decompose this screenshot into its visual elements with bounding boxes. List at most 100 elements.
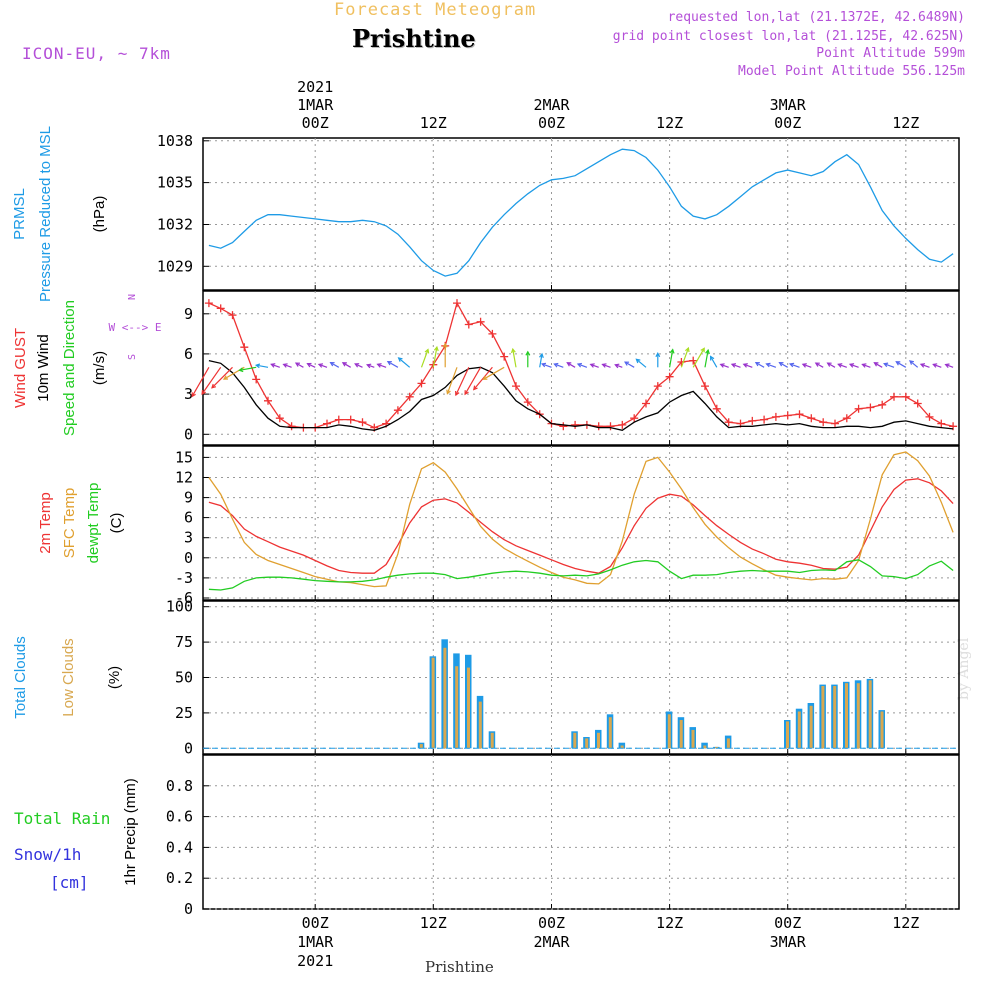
wind-arrow — [446, 367, 458, 395]
series-2m-temp — [208, 478, 954, 574]
gust-marker — [665, 372, 674, 381]
cloud-bar-low — [809, 705, 813, 749]
wind-arrow-shaft — [883, 363, 895, 368]
y-tick-label: 0.2 — [166, 869, 193, 887]
top-axis-date: 1MAR — [297, 96, 334, 114]
wind-arrow — [601, 363, 611, 368]
cloud-bar-low — [833, 686, 837, 749]
wind-arrow-head — [700, 347, 705, 353]
gust-marker — [216, 304, 225, 313]
wind-arrow-shaft — [295, 362, 304, 368]
wind-arrow-shaft — [945, 364, 954, 368]
wind-arrow-head — [669, 348, 675, 354]
model-label: ICON-EU, ~ 7km — [22, 44, 171, 63]
panel-frame — [202, 137, 960, 291]
gust-marker — [842, 414, 851, 423]
cloud-bar-low — [715, 746, 719, 749]
cloud-bar-low — [703, 745, 707, 749]
cloud-bar-low — [431, 657, 435, 749]
wind-arrow-shaft — [239, 366, 257, 371]
wind-arrow-head — [655, 352, 661, 358]
wind-arrow-shaft — [446, 367, 458, 394]
gust-marker — [334, 415, 343, 424]
wind-arrow-shaft — [624, 361, 635, 368]
cloud-bar-low — [620, 745, 624, 749]
series-sfc-temp — [208, 451, 954, 588]
wind-arrow — [376, 363, 387, 368]
gust-marker — [819, 418, 828, 427]
wind-arrow-head — [635, 358, 641, 364]
wind-arrow — [366, 363, 375, 369]
y-tick-label: 1032 — [157, 216, 193, 234]
wind-arrow-shaft — [342, 362, 351, 368]
wind-arrow-head — [685, 346, 690, 353]
wind-arrow-head — [222, 375, 229, 380]
panel-frame — [202, 290, 960, 446]
wind-arrow — [730, 363, 741, 368]
gust-marker — [689, 356, 698, 365]
wind-arrow-shaft — [789, 363, 800, 368]
point-altitude: Point Altitude 599m — [816, 46, 965, 61]
wind-arrow-shaft — [271, 363, 280, 368]
compass-south: S — [127, 354, 138, 360]
wind-arrow — [464, 367, 482, 396]
gust-marker — [323, 419, 331, 428]
wind-arrow-head — [883, 362, 889, 368]
gust-marker — [771, 412, 780, 421]
panel-frame — [202, 754, 960, 910]
wind-arrow-shaft — [743, 363, 753, 368]
gust-marker — [653, 382, 662, 391]
gust-marker — [453, 299, 461, 308]
panel-wind: 0 3 6 9 Wind GUST 10m Wind Speed and Direction… — [12, 290, 960, 446]
gust-marker — [642, 399, 650, 408]
wind-arrow-head — [576, 362, 582, 368]
cloud-bar-low — [880, 711, 884, 749]
wind-arrow-shaft — [464, 367, 482, 395]
wind-arrow — [191, 367, 210, 398]
panel-pressure: 1029 1032 1035 1038 PRMSL Pressure Reduced to… — [11, 126, 960, 302]
wind-arrow — [719, 363, 729, 368]
y-tick-label: 3 — [184, 529, 193, 547]
wind-arrow-head — [201, 389, 206, 396]
y-tick-label: 100 — [166, 598, 193, 616]
series-dewpt-temp — [208, 559, 954, 591]
wind-arrow-shaft — [680, 347, 689, 368]
wind-arrow — [624, 361, 635, 368]
compass-north: N — [127, 294, 138, 300]
gust-marker — [417, 379, 426, 388]
wind-arrow — [883, 362, 895, 368]
wind-arrow — [420, 348, 430, 368]
wind-arrow-shaft — [201, 366, 222, 395]
gust-marker — [618, 420, 627, 429]
series-wind-gust — [208, 301, 954, 429]
bottom-axis-time: 00Z — [302, 914, 329, 932]
wind-arrow — [540, 362, 552, 368]
model-point-altitude: Model Point Altitude 556.125m — [738, 64, 965, 79]
wind-arrow-shaft — [766, 363, 777, 368]
y-tick-label: 0 — [184, 425, 193, 443]
wind-arrow — [704, 348, 710, 368]
wind-arrow-shaft — [577, 363, 588, 368]
wind-arrow-head — [329, 361, 335, 367]
gust-marker — [677, 358, 686, 366]
panel-unit: (C) — [108, 513, 125, 534]
wind-arrow-shaft — [838, 363, 847, 368]
gust-marker — [712, 404, 721, 413]
gust-marker — [866, 403, 875, 412]
y-tick-label: -6 — [175, 589, 193, 607]
wind-arrow — [442, 342, 448, 368]
wind-arrow-head — [397, 357, 403, 362]
wind-arrow-head — [540, 362, 547, 368]
wind-arrow-shaft — [455, 367, 470, 396]
wind-arrow-head — [814, 362, 820, 367]
wind-arrow-shaft — [720, 363, 729, 368]
wind-arrow-head — [472, 385, 478, 391]
wind-arrow-shaft — [377, 363, 387, 368]
wind-arrow-shaft — [692, 347, 705, 368]
wind-arrow-head — [826, 362, 832, 367]
gust-marker — [831, 419, 839, 428]
wind-arrow — [861, 363, 871, 368]
wind-arrow-head — [464, 390, 469, 396]
wind-arrow-shaft — [354, 363, 363, 368]
